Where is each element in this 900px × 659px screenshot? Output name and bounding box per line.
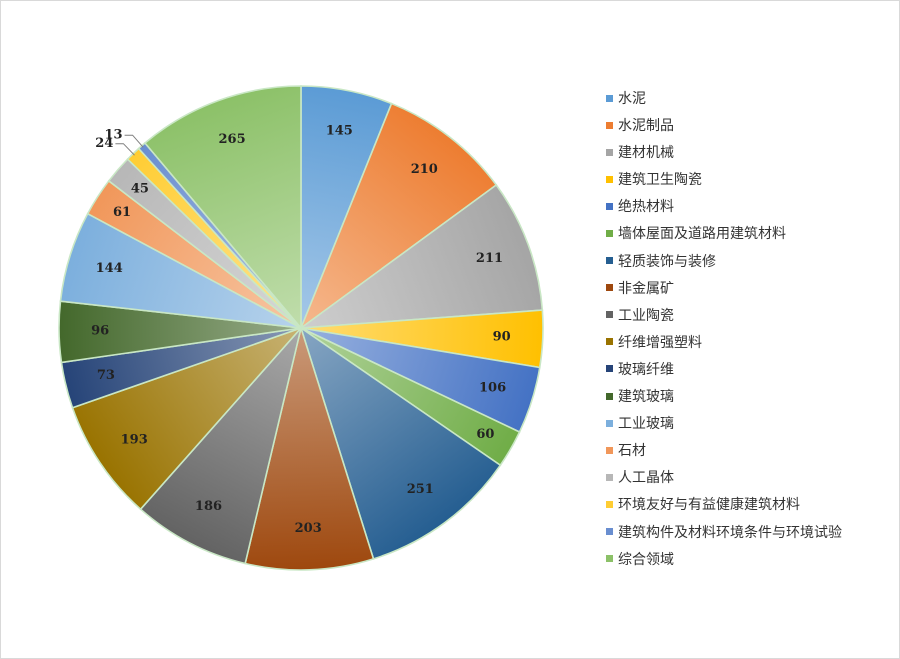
legend-swatch bbox=[606, 175, 613, 183]
legend-swatch bbox=[606, 528, 613, 535]
legend-item: 综合领域 bbox=[606, 547, 896, 574]
data-label: 210 bbox=[411, 162, 438, 177]
data-label: 60 bbox=[476, 427, 494, 442]
legend-item: 水泥 bbox=[606, 86, 896, 113]
legend-label: 水泥 bbox=[618, 91, 646, 107]
legend-label: 非金属矿 bbox=[618, 280, 674, 297]
legend-label: 综合领域 bbox=[618, 551, 674, 568]
data-label: 265 bbox=[219, 132, 246, 147]
data-label: 96 bbox=[91, 324, 109, 339]
pie-slices bbox=[58, 85, 544, 571]
legend-item: 墙体屋面及道路用建筑材料 bbox=[606, 221, 896, 248]
legend-item: 环境友好与有益健康建筑材料 bbox=[606, 492, 896, 519]
legend-item: 工业陶瓷 bbox=[606, 303, 896, 330]
legend-label: 玻璃纤维 bbox=[618, 361, 674, 378]
legend-label: 工业玻璃 bbox=[618, 416, 674, 433]
leader-lines bbox=[115, 134, 144, 156]
legend-item: 工业玻璃 bbox=[606, 411, 896, 438]
legend-swatch bbox=[606, 555, 613, 563]
legend-item: 建筑构件及材料环境条件与环境试验 bbox=[606, 520, 896, 547]
legend-swatch bbox=[606, 229, 613, 237]
legend-swatch bbox=[606, 94, 613, 102]
data-label: 45 bbox=[131, 181, 149, 196]
data-label: 90 bbox=[493, 330, 511, 345]
data-label: 203 bbox=[295, 521, 322, 536]
data-label: 186 bbox=[195, 499, 222, 514]
legend-swatch bbox=[606, 392, 613, 400]
legend-label: 轻质装饰与装修 bbox=[618, 253, 716, 270]
pie-slice bbox=[139, 327, 302, 565]
data-label: 144 bbox=[96, 261, 123, 276]
data-label: 251 bbox=[407, 482, 434, 497]
legend-item: 绝热材料 bbox=[606, 194, 896, 221]
legend-item: 非金属矿 bbox=[606, 276, 896, 303]
legend-label: 纤维增强塑料 bbox=[618, 334, 702, 351]
legend-label: 建筑构件及材料环境条件与环境试验 bbox=[618, 524, 842, 541]
data-label: 24 bbox=[95, 136, 113, 151]
legend-item: 玻璃纤维 bbox=[606, 357, 896, 384]
legend-item: 建筑卫生陶瓷 bbox=[606, 167, 896, 194]
data-label: 106 bbox=[479, 381, 506, 396]
legend-label: 墙体屋面及道路用建筑材料 bbox=[618, 226, 786, 243]
pie-slice bbox=[71, 326, 304, 511]
legend-swatch bbox=[606, 500, 613, 508]
legend-swatch bbox=[606, 446, 613, 454]
legend-swatch bbox=[606, 202, 613, 210]
legend-swatch bbox=[606, 148, 613, 156]
pie-slice bbox=[299, 326, 502, 560]
legend-swatch bbox=[606, 473, 613, 481]
legend-label: 石材 bbox=[618, 443, 646, 460]
chart-legend: 水泥水泥制品建材机械建筑卫生陶瓷 绝热材料墙体屋面及道路用建筑材料 轻质装饰与装修非… bbox=[606, 86, 896, 574]
legend-item: 建筑玻璃 bbox=[606, 384, 896, 411]
leader-line bbox=[124, 134, 144, 148]
legend-label: 工业陶瓷 bbox=[618, 307, 674, 324]
data-label: 211 bbox=[476, 251, 503, 266]
legend-swatch bbox=[606, 257, 613, 265]
legend-swatch bbox=[606, 365, 613, 373]
data-label: 145 bbox=[326, 123, 353, 138]
legend-swatch bbox=[606, 284, 613, 292]
legend-item: 纤维增强塑料 bbox=[606, 330, 896, 357]
legend-item: 建材机械 bbox=[606, 140, 896, 167]
pie-slice bbox=[143, 85, 302, 331]
legend-label: 建材机械 bbox=[618, 145, 674, 162]
pie-slice bbox=[298, 183, 544, 330]
legend-label: 水泥制品 bbox=[618, 118, 674, 135]
pie-slice bbox=[244, 324, 375, 571]
legend-label: 建筑玻璃 bbox=[618, 389, 674, 406]
data-label: 193 bbox=[121, 432, 148, 447]
data-label: 13 bbox=[105, 128, 123, 143]
pie-slice bbox=[299, 102, 498, 331]
legend-label: 绝热材料 bbox=[618, 199, 674, 216]
leader-line bbox=[115, 143, 135, 156]
data-label: 61 bbox=[113, 205, 131, 220]
legend-swatch bbox=[606, 338, 613, 346]
legend-swatch bbox=[606, 419, 613, 427]
legend-item: 水泥制品 bbox=[606, 113, 896, 140]
legend-item: 石材 bbox=[606, 438, 896, 465]
data-label: 73 bbox=[97, 368, 115, 383]
legend-label: 环境友好与有益健康建筑材料 bbox=[618, 497, 800, 514]
legend-swatch bbox=[606, 311, 613, 319]
legend-label: 建筑卫生陶瓷 bbox=[618, 172, 702, 189]
legend-item: 人工晶体 bbox=[606, 465, 896, 492]
legend-item: 轻质装饰与装修 bbox=[606, 249, 896, 276]
legend-label: 人工晶体 bbox=[618, 470, 674, 487]
legend-swatch bbox=[606, 121, 613, 129]
